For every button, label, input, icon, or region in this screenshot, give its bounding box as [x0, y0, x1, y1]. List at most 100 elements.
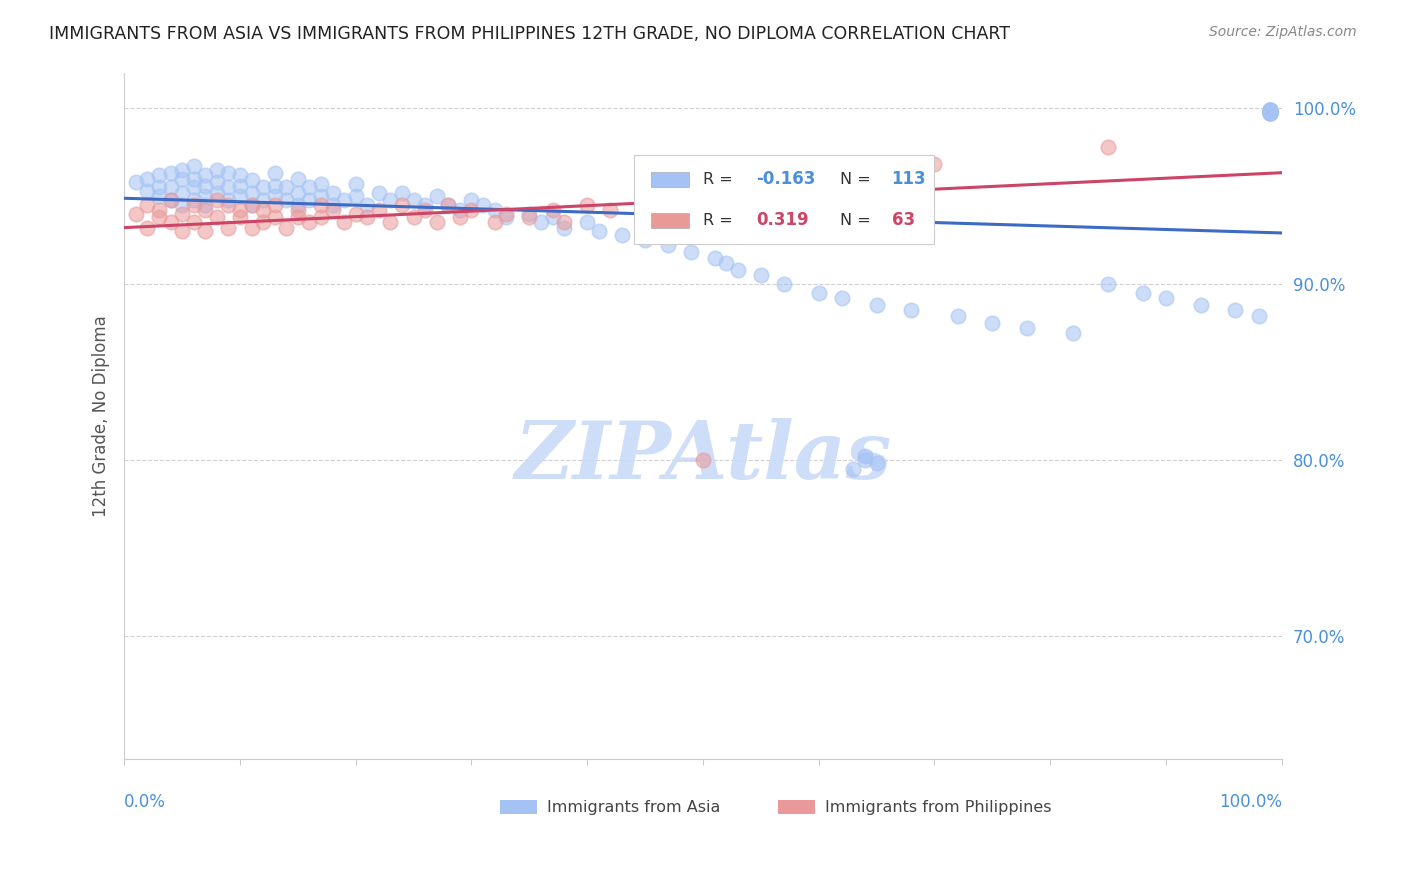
- Point: [205, 211, 228, 225]
- Point: [159, 166, 181, 180]
- Point: [714, 256, 737, 270]
- Point: [172, 207, 194, 221]
- Text: ZIPAtlas: ZIPAtlas: [515, 418, 891, 496]
- Point: [541, 211, 564, 225]
- FancyBboxPatch shape: [651, 213, 689, 228]
- Text: 0.319: 0.319: [756, 211, 808, 229]
- Point: [437, 198, 460, 212]
- Point: [853, 450, 876, 464]
- Point: [495, 211, 517, 225]
- Point: [298, 193, 321, 207]
- Point: [1258, 104, 1281, 119]
- Point: [599, 203, 621, 218]
- Point: [240, 220, 263, 235]
- Point: [229, 178, 252, 193]
- Point: [807, 180, 830, 194]
- Y-axis label: 12th Grade, No Diploma: 12th Grade, No Diploma: [93, 315, 110, 516]
- Point: [495, 207, 517, 221]
- Point: [831, 171, 853, 186]
- Point: [1258, 104, 1281, 119]
- Point: [367, 186, 389, 200]
- Point: [217, 220, 239, 235]
- Point: [727, 203, 749, 218]
- Point: [183, 198, 205, 212]
- Text: 0.0%: 0.0%: [124, 793, 166, 812]
- Point: [402, 193, 425, 207]
- Point: [1258, 106, 1281, 120]
- Point: [125, 175, 148, 189]
- Point: [172, 171, 194, 186]
- Point: [842, 462, 865, 476]
- Point: [703, 251, 725, 265]
- Point: [865, 168, 887, 182]
- Point: [136, 198, 159, 212]
- Point: [309, 189, 332, 203]
- Point: [183, 159, 205, 173]
- Point: [437, 198, 460, 212]
- Point: [276, 220, 298, 235]
- Point: [194, 198, 217, 212]
- Point: [309, 198, 332, 212]
- Point: [217, 193, 239, 207]
- Point: [276, 193, 298, 207]
- Point: [924, 157, 946, 171]
- Point: [749, 198, 772, 212]
- Point: [287, 198, 309, 212]
- Point: [657, 238, 679, 252]
- Point: [240, 186, 263, 200]
- Point: [183, 193, 205, 207]
- Point: [900, 303, 922, 318]
- Point: [865, 457, 887, 471]
- Point: [449, 211, 471, 225]
- Point: [263, 178, 285, 193]
- Point: [773, 189, 796, 203]
- Point: [773, 277, 796, 291]
- Point: [588, 224, 610, 238]
- Text: Source: ZipAtlas.com: Source: ZipAtlas.com: [1209, 25, 1357, 39]
- Point: [1225, 303, 1247, 318]
- Point: [472, 198, 495, 212]
- Point: [402, 211, 425, 225]
- Point: [1258, 103, 1281, 117]
- Text: -0.163: -0.163: [756, 170, 815, 188]
- Point: [1258, 106, 1281, 120]
- Point: [807, 285, 830, 300]
- Point: [426, 189, 449, 203]
- Point: [356, 211, 378, 225]
- Point: [172, 198, 194, 212]
- Point: [749, 268, 772, 283]
- Point: [391, 198, 413, 212]
- Point: [183, 215, 205, 229]
- Point: [148, 168, 170, 182]
- Point: [1258, 106, 1281, 120]
- Point: [159, 193, 181, 207]
- Point: [576, 198, 599, 212]
- Point: [172, 162, 194, 177]
- Point: [1258, 103, 1281, 117]
- Point: [681, 245, 703, 260]
- Text: 63: 63: [891, 211, 915, 229]
- Point: [322, 203, 344, 218]
- Point: [276, 180, 298, 194]
- Point: [426, 215, 449, 229]
- Point: [553, 220, 575, 235]
- Point: [692, 453, 714, 467]
- Text: R =: R =: [703, 213, 738, 228]
- Point: [148, 180, 170, 194]
- FancyBboxPatch shape: [501, 800, 537, 814]
- Text: N =: N =: [839, 213, 876, 228]
- Point: [217, 198, 239, 212]
- Point: [217, 166, 239, 180]
- Point: [484, 215, 506, 229]
- Point: [1258, 103, 1281, 117]
- Point: [240, 173, 263, 187]
- Point: [530, 215, 553, 229]
- Point: [380, 215, 402, 229]
- Point: [1247, 309, 1270, 323]
- Point: [460, 203, 482, 218]
- Point: [610, 227, 633, 242]
- Point: [205, 193, 228, 207]
- Point: [517, 207, 540, 221]
- Point: [252, 193, 274, 207]
- Point: [205, 186, 228, 200]
